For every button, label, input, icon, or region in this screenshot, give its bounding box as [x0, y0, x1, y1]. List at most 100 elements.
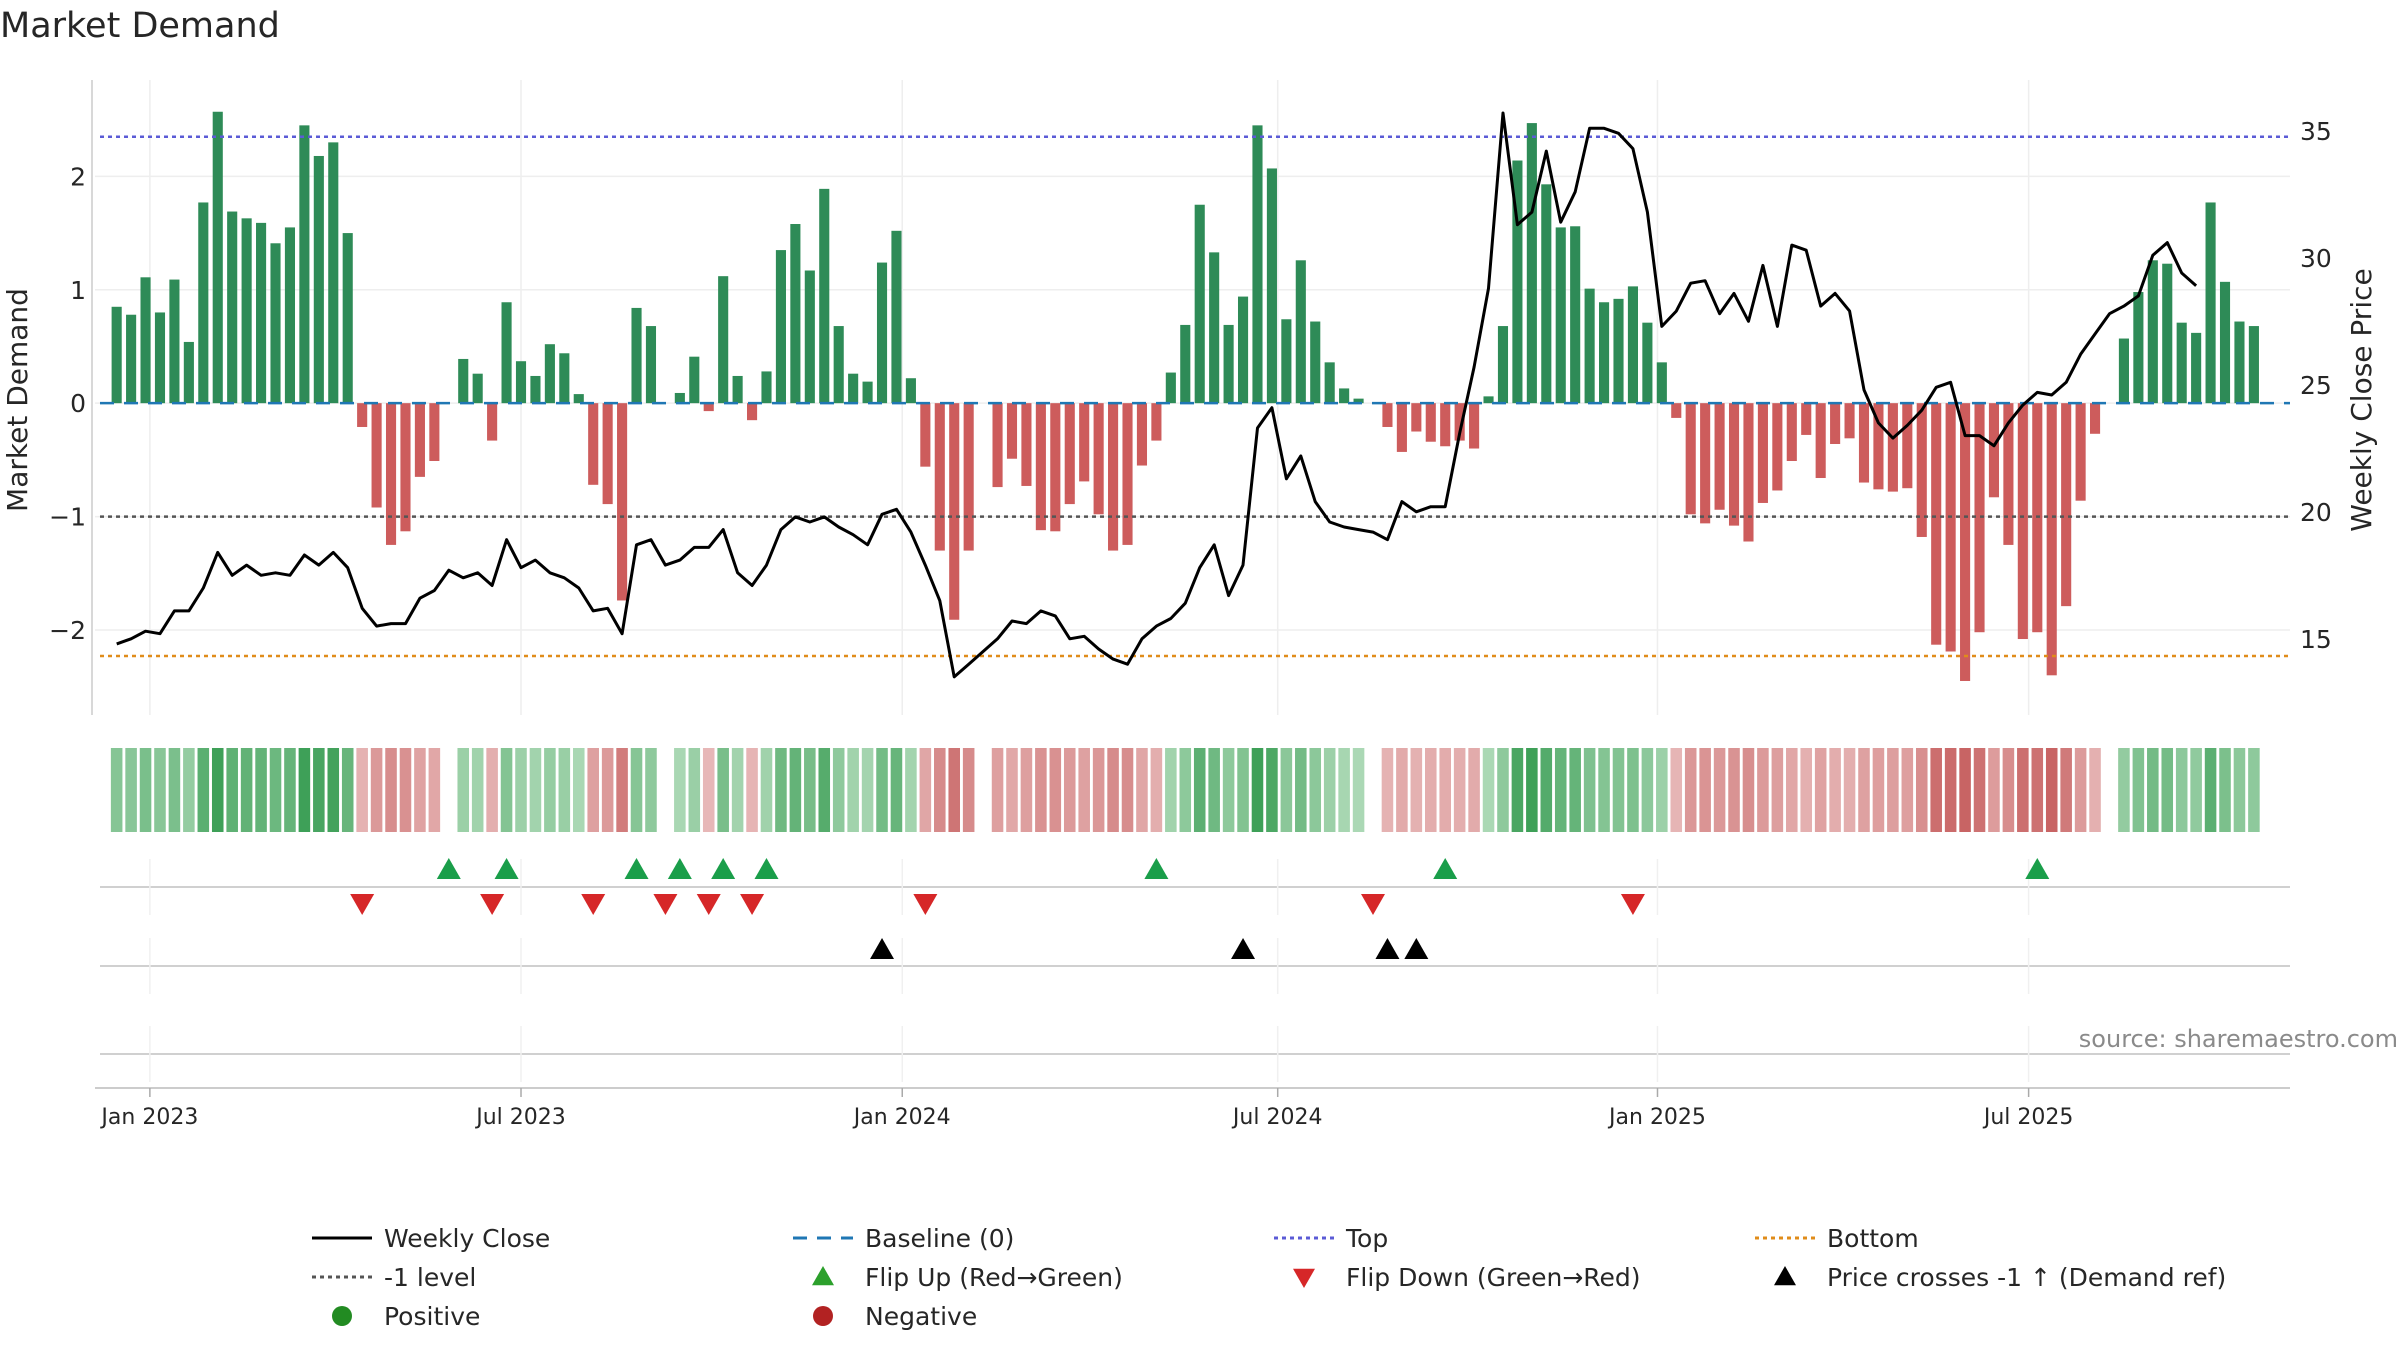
demand-bar — [2162, 263, 2173, 404]
demand-bar — [1425, 403, 1436, 442]
demand-bar — [1353, 398, 1364, 404]
demand-bar — [458, 358, 469, 404]
left-tick-label: −2 — [49, 616, 86, 645]
demand-bar — [1151, 403, 1162, 441]
demand-bar — [1180, 324, 1191, 404]
heat-strip-cell — [1338, 748, 1350, 832]
legend-swatch — [332, 1306, 352, 1326]
legend-label: Top — [1345, 1224, 1388, 1253]
heat-strip-cell — [1670, 748, 1683, 832]
price-cross-marker — [1231, 938, 1256, 959]
heat-strip-cell — [1829, 748, 1841, 832]
heat-strip-cell — [1786, 748, 1798, 832]
heat-strip-cell — [139, 748, 152, 832]
demand-bar — [328, 142, 339, 404]
heat-strip-cell — [1843, 748, 1856, 832]
flip-up-marker — [624, 858, 649, 879]
heat-strip-cell — [2147, 748, 2159, 832]
demand-bar — [2061, 403, 2072, 607]
demand-bar — [1988, 403, 2000, 498]
heat-strip-cell — [688, 748, 701, 832]
demand-bar — [1801, 403, 1812, 435]
demand-bar — [2118, 338, 2129, 404]
demand-bar — [920, 403, 931, 467]
heat-strip-cell — [1295, 748, 1307, 832]
heat-strip-cell — [1959, 748, 1971, 832]
heat-strip-cell — [977, 748, 989, 832]
legend: Weekly Close Baseline (0) Top Bottom -1 leve… — [312, 1224, 2226, 1331]
heat-strip-cell — [2060, 748, 2072, 832]
heat-strip-cell — [1381, 748, 1394, 832]
demand-bar — [703, 403, 714, 412]
heat-strip-cell — [515, 748, 527, 832]
flip-up-marker — [754, 858, 779, 879]
demand-bar — [1728, 403, 1740, 526]
demand-bar — [1570, 226, 1581, 404]
heat-strip-cell — [255, 748, 267, 832]
heat-strip-cell — [1728, 748, 1740, 832]
heat-strip-cell — [1396, 748, 1408, 832]
heat-strip-cell — [2219, 748, 2231, 832]
heat-strip-cell — [269, 748, 282, 832]
demand-bar — [1483, 396, 1494, 404]
heat-strip-cell — [1150, 748, 1163, 832]
demand-bar — [1526, 123, 1537, 404]
demand-bar — [1310, 321, 1321, 404]
demand-bar — [1902, 403, 1913, 489]
heat-strip-cell — [601, 748, 614, 832]
heat-strip-cell — [2103, 748, 2116, 832]
heat-strip-cell — [1757, 748, 1769, 832]
heat-strip-cell — [905, 748, 917, 832]
demand-bar — [1700, 403, 1711, 524]
demand-bar — [2234, 321, 2245, 404]
flip-down-marker — [480, 894, 505, 915]
demand-bar — [270, 243, 281, 404]
demand-bar — [790, 224, 801, 404]
demand-bar — [313, 155, 324, 404]
event-marker-rows — [100, 858, 2290, 1082]
demand-bar — [588, 403, 599, 485]
heat-strip-cell — [168, 748, 181, 832]
demand-bar — [414, 403, 425, 477]
heat-strip-cell — [1713, 748, 1726, 832]
right-tick-label: 25 — [2300, 371, 2332, 400]
demand-bar — [140, 277, 151, 404]
flip-up-marker — [1433, 858, 1458, 879]
heat-strip-cell — [1526, 748, 1538, 832]
heat-strip-cell — [1367, 748, 1379, 832]
demand-bar — [645, 326, 657, 404]
flip-down-marker — [696, 894, 721, 915]
heat-strip-cell — [1872, 748, 1885, 832]
x-tick-label: Jan 2023 — [99, 1105, 198, 1130]
demand-bar — [1757, 403, 1768, 503]
demand-bar — [1642, 322, 1653, 404]
demand-bar — [1599, 302, 1610, 404]
demand-bar — [934, 403, 945, 551]
heat-strip-cell — [1020, 748, 1033, 832]
heat-strip-cell — [2002, 748, 2015, 832]
heat-strip-cell — [2175, 748, 2188, 832]
demand-bar — [1916, 403, 1927, 537]
heat-strip-cell — [731, 748, 744, 832]
legend-label: Baseline (0) — [865, 1224, 1014, 1253]
demand-bar — [183, 341, 194, 404]
demand-bar — [501, 302, 512, 404]
legend-label: Weekly Close — [384, 1224, 550, 1253]
demand-bar — [1108, 403, 1119, 551]
demand-bar — [429, 403, 440, 461]
heat-strip-cell — [1222, 748, 1235, 832]
flip-up-marker — [494, 858, 519, 879]
demand-bar — [1295, 260, 1306, 404]
heat-strip-cell — [934, 748, 946, 832]
demand-bar — [212, 111, 223, 404]
heat-strip-cell — [919, 748, 932, 832]
heat-strip-cell — [2190, 748, 2202, 832]
heat-strip-cell — [1612, 748, 1625, 832]
heat-strip-cell — [443, 748, 455, 832]
x-tick-label: Jan 2024 — [852, 1105, 951, 1130]
x-tick-label: Jul 2025 — [1982, 1105, 2074, 1130]
heat-strip-cell — [1049, 748, 1062, 832]
price-cross-marker — [1404, 938, 1429, 959]
heat-strip-cell — [1035, 748, 1047, 832]
heat-strip-cell — [1988, 748, 2000, 832]
